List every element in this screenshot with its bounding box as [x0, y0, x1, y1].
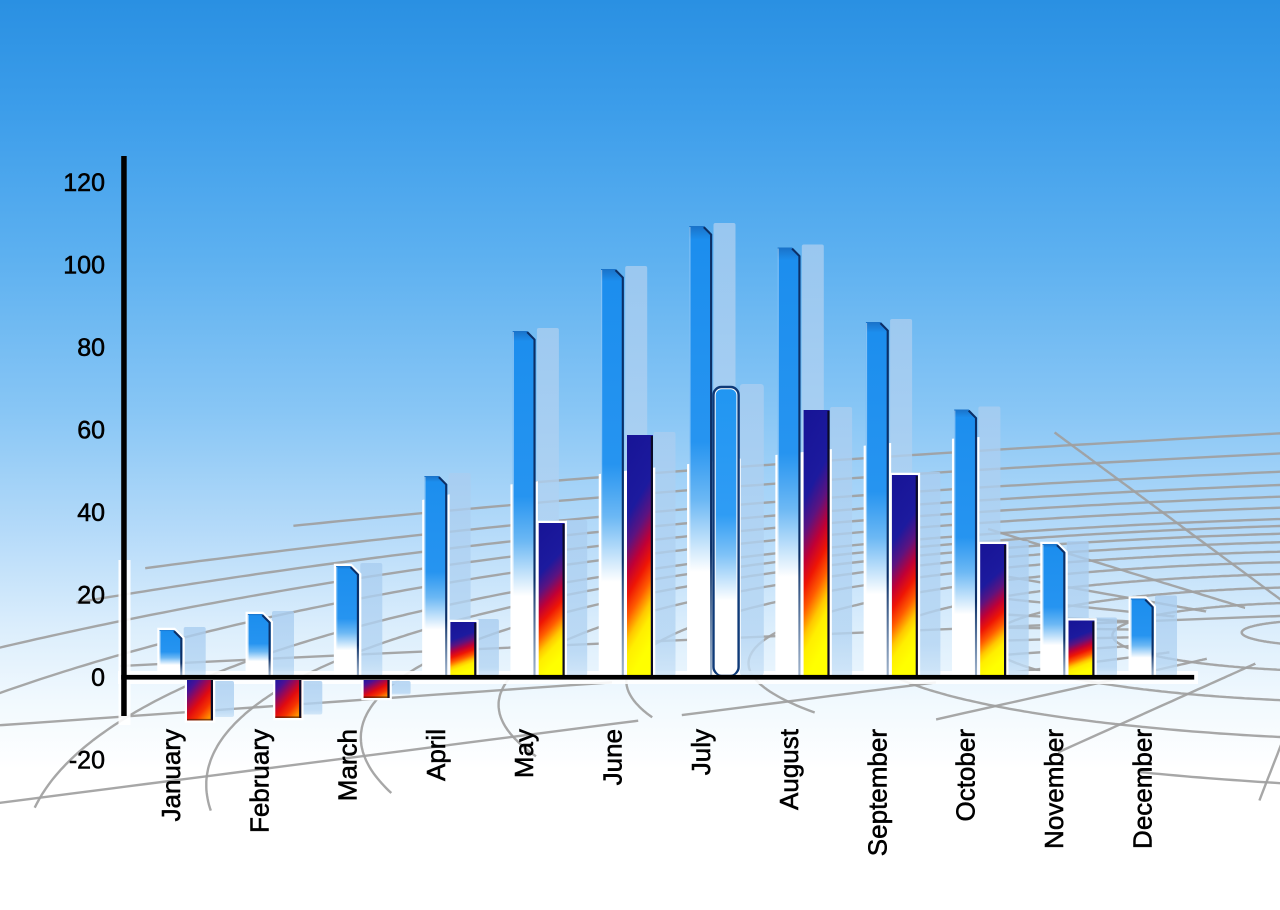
svg-text:May: May [509, 729, 539, 778]
svg-text:February: February [244, 729, 274, 833]
svg-text:April: April [421, 729, 451, 781]
svg-text:December: December [1127, 729, 1157, 849]
svg-text:80: 80 [77, 334, 105, 362]
svg-text:March: March [333, 729, 363, 801]
svg-text:20: 20 [77, 582, 105, 610]
svg-text:June: June [598, 729, 628, 785]
svg-text:October: October [951, 729, 981, 822]
svg-text:100: 100 [63, 252, 105, 280]
svg-text:40: 40 [77, 499, 105, 527]
svg-text:November: November [1039, 729, 1069, 849]
svg-text:September: September [862, 729, 892, 857]
svg-text:60: 60 [77, 417, 105, 445]
svg-text:August: August [774, 728, 804, 810]
svg-text:120: 120 [63, 169, 105, 197]
svg-text:July: July [686, 729, 716, 775]
svg-text:January: January [156, 729, 186, 822]
svg-text:0: 0 [91, 664, 105, 692]
svg-text:-20: -20 [69, 747, 105, 775]
